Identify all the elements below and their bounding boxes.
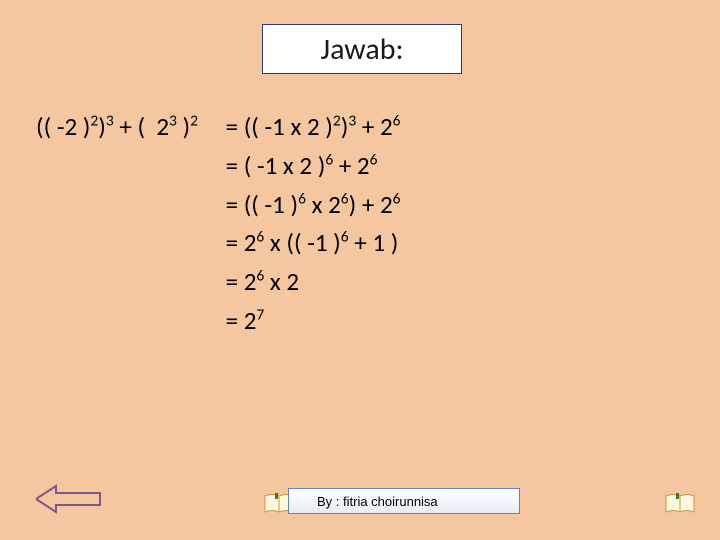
solution-step: = 26 x (( -1 )6 + 1 ) [226,224,401,263]
book-icon [665,493,695,515]
solution-step: = (( -1 x 2 )2)3 + 26 [226,108,401,147]
math-content: (( -2 )2)3 + ( 23 )2 = (( -1 x 2 )2)3 + … [36,108,401,341]
solution-step: = 27 [226,302,401,341]
author-label: By : fitria choirunnisa [317,494,438,509]
author-box: By : fitria choirunnisa [288,488,520,514]
expression-lhs: (( -2 )2)3 + ( 23 )2 [36,108,198,147]
solution-step: = 26 x 2 [226,263,401,302]
title-text: Jawab: [321,31,404,68]
previous-arrow[interactable] [36,484,102,514]
solution-step: = ( -1 x 2 )6 + 26 [226,147,401,186]
solution-step: = (( -1 )6 x 26) + 26 [226,186,401,225]
expression-rhs: = (( -1 x 2 )2)3 + 26= ( -1 x 2 )6 + 26=… [226,108,401,341]
title-box: Jawab: [262,24,462,74]
